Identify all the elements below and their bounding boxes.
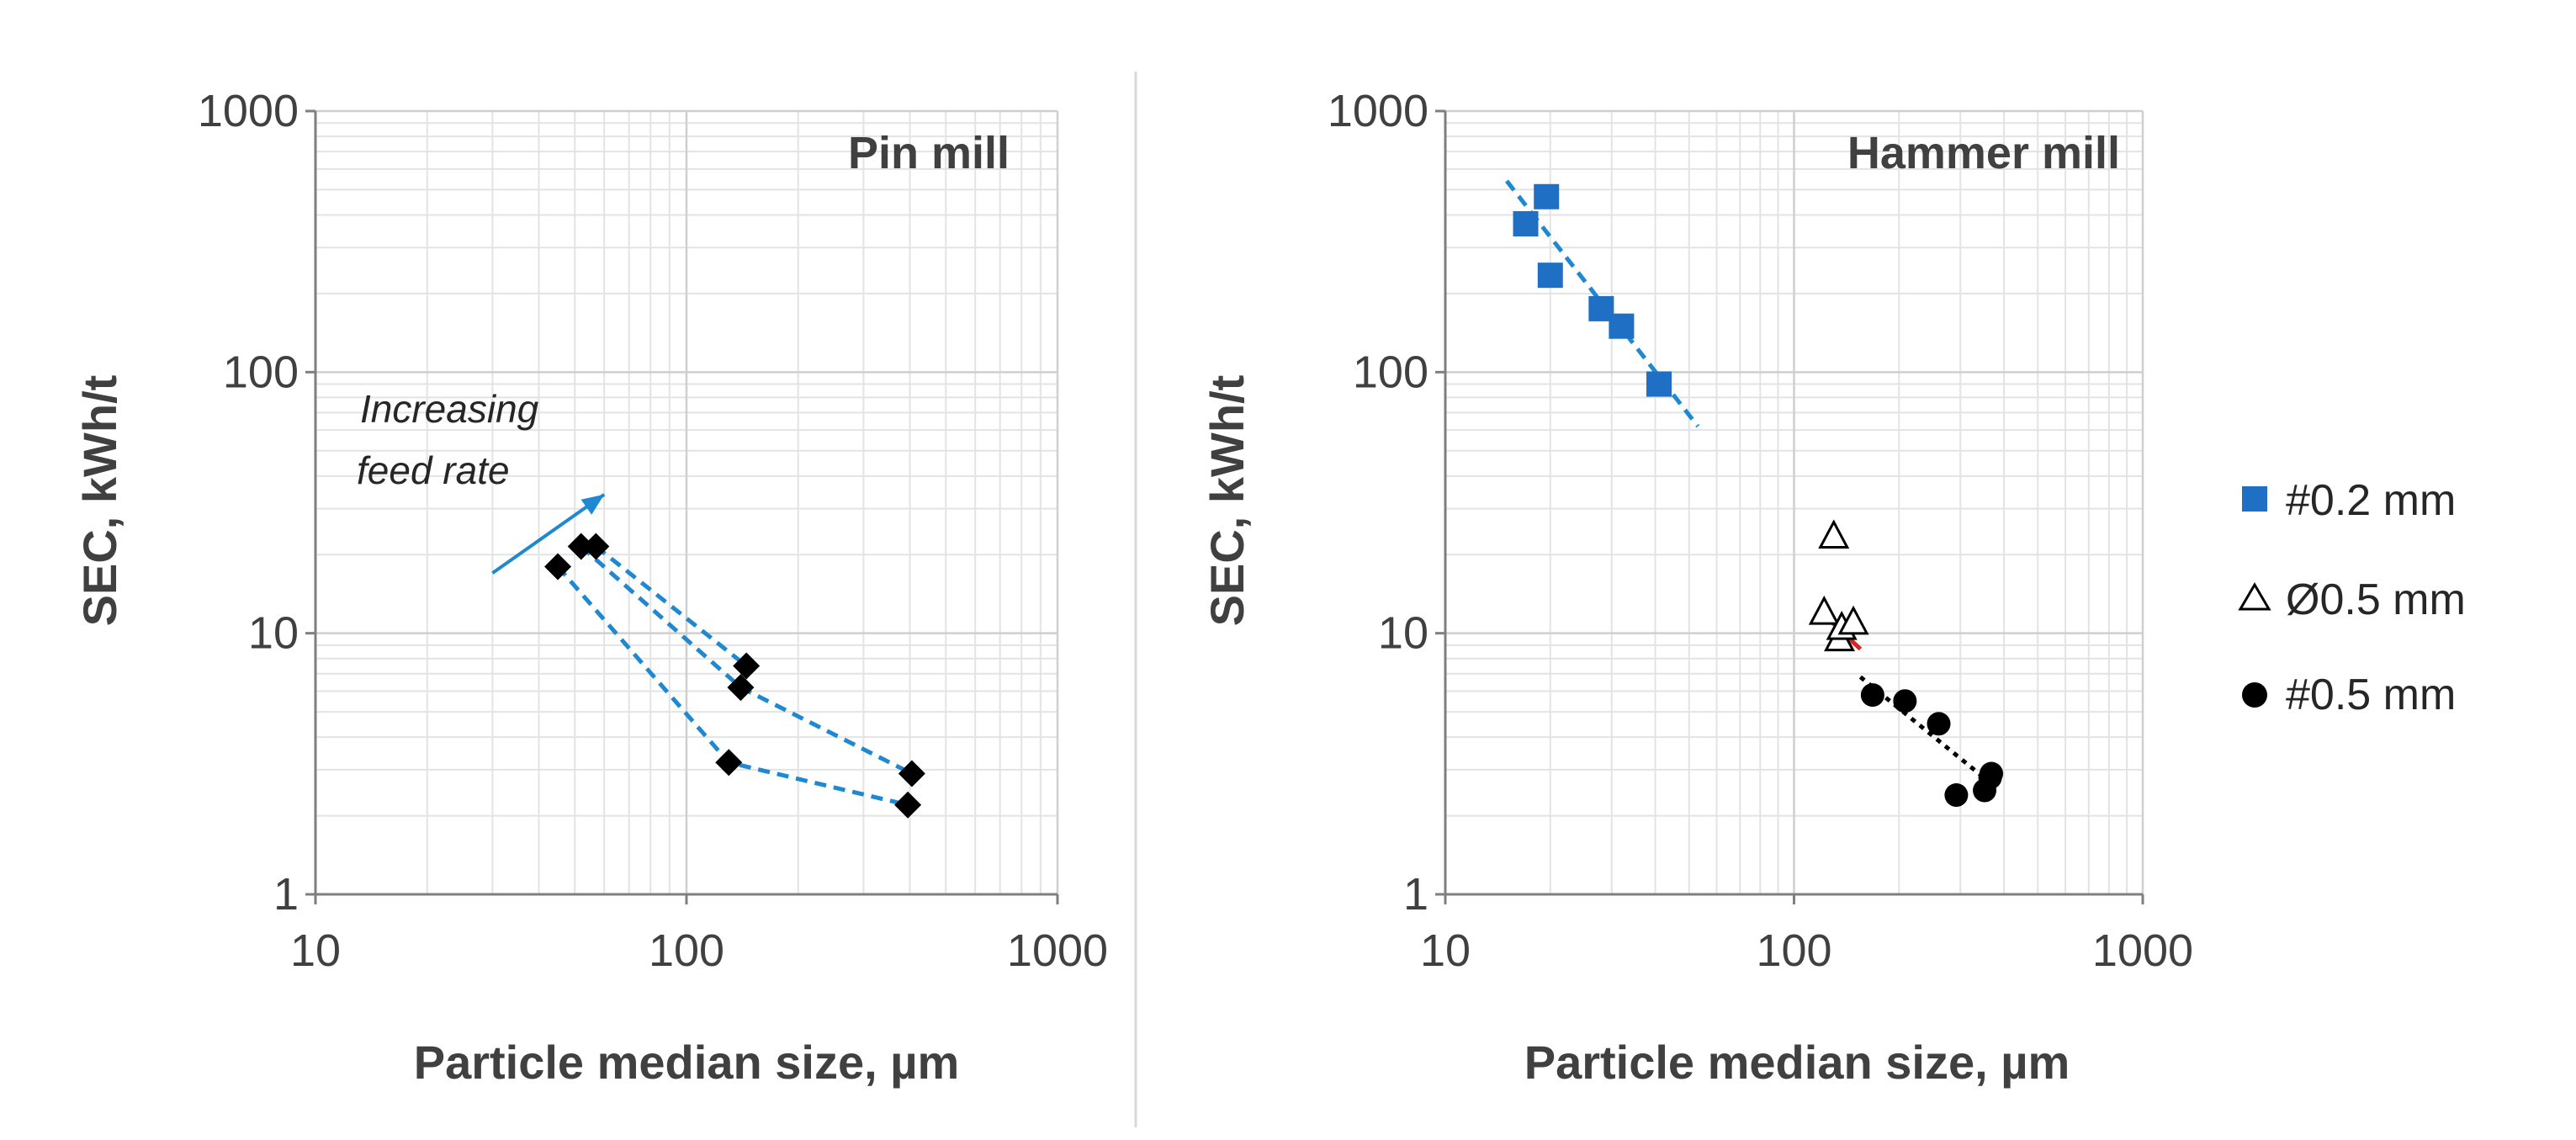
data-point xyxy=(1837,605,1869,635)
data-point xyxy=(582,533,610,560)
panel-label-hammer-mill: Hammer mill xyxy=(1847,128,2120,178)
data-point xyxy=(894,791,922,819)
y-axis-title: SEC, kWh/t xyxy=(1201,375,1254,627)
data-point xyxy=(1818,519,1850,549)
legend-label: #0.2 mm xyxy=(2286,476,2456,525)
data-point xyxy=(544,553,572,581)
data-point xyxy=(715,749,743,777)
y-tick-label: 1 xyxy=(1403,869,1428,920)
x-tick-label: 100 xyxy=(649,925,724,976)
annotation-arrow-head xyxy=(580,494,605,515)
data-point xyxy=(1513,211,1539,237)
series-line xyxy=(594,544,748,668)
x-axis-title: Particle median size, µm xyxy=(1524,1036,2070,1089)
data-point xyxy=(567,533,595,560)
y-tick-label: 100 xyxy=(223,347,299,397)
y-axis-title: SEC, kWh/t xyxy=(73,375,126,627)
y-tick-label: 1000 xyxy=(1328,86,1428,136)
legend: #0.2 mm Ø0.5 mm #0.5 mm xyxy=(2238,476,2466,719)
legend-marker-triangle xyxy=(2238,582,2271,611)
data-point xyxy=(1860,683,1884,708)
x-tick-label: 1000 xyxy=(1007,925,1108,976)
data-point xyxy=(1944,783,1969,808)
y-tick-label: 10 xyxy=(248,608,299,659)
data-point xyxy=(898,760,925,787)
data-point xyxy=(733,652,761,680)
annotation-line-1: Increasing xyxy=(360,387,539,431)
y-tick-label: 1 xyxy=(273,869,299,920)
data-point xyxy=(1609,313,1635,339)
y-tick-label: 10 xyxy=(1378,608,1428,659)
trend-line xyxy=(1858,675,1996,788)
x-tick-label: 100 xyxy=(1756,925,1831,976)
x-tick-label: 1000 xyxy=(2092,925,2193,976)
data-point xyxy=(1537,262,1563,289)
legend-marker-square xyxy=(2242,486,2267,512)
data-point xyxy=(1893,689,1917,713)
x-tick-label: 10 xyxy=(1420,925,1471,976)
y-tick-label: 100 xyxy=(1353,347,1428,397)
annotation-line-2: feed rate xyxy=(357,448,510,492)
legend-label: Ø0.5 mm xyxy=(2286,575,2466,624)
legend-label: #0.5 mm xyxy=(2286,671,2456,719)
data-point xyxy=(1927,712,1951,736)
data-point xyxy=(727,674,755,702)
legend-marker-circle xyxy=(2242,682,2267,708)
data-point xyxy=(1980,761,2004,786)
panel-label-pin-mill: Pin mill xyxy=(848,128,1010,178)
x-tick-label: 10 xyxy=(290,925,341,976)
data-point xyxy=(1534,183,1560,209)
annotation-arrow xyxy=(491,493,606,575)
x-axis-title: Particle median size, µm xyxy=(414,1036,960,1089)
data-point xyxy=(1646,371,1672,397)
y-tick-label: 1000 xyxy=(198,86,299,136)
data-point xyxy=(1808,595,1840,625)
